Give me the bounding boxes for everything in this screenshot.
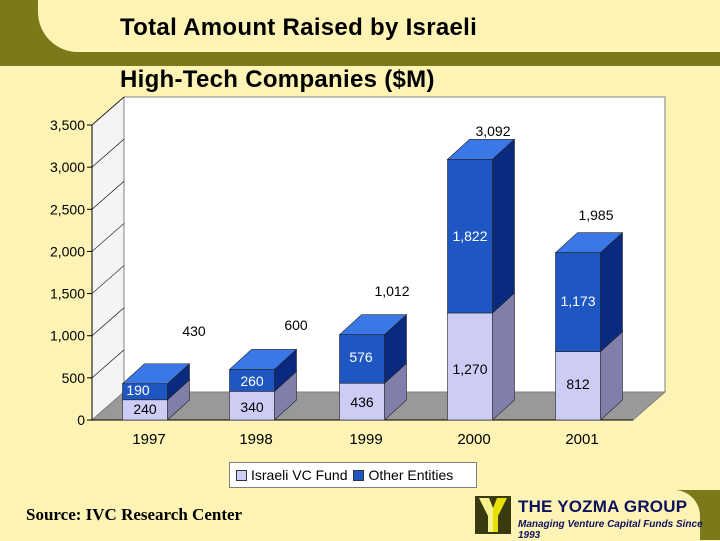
data-label-other-1998: 260 (240, 373, 264, 389)
legend: Israeli VC Fund Other Entities (229, 462, 477, 488)
legend-label-other: Other Entities (368, 467, 454, 483)
data-label-other-1999: 576 (349, 349, 373, 365)
bar-other-2001-front (555, 252, 601, 352)
y-grid-diagonal (91, 265, 125, 294)
data-label-other-2001: 1,173 (560, 293, 595, 309)
data-label-total-1999: 1,012 (374, 283, 409, 299)
bar-other-1998-front (229, 369, 275, 392)
data-label-total-2001: 1,985 (578, 207, 613, 223)
data-label-total-2000: 3,092 (475, 123, 510, 139)
legend-swatch-other (353, 469, 365, 481)
bar-other-2000-front (447, 159, 493, 314)
data-label-israeli-vc-1998: 340 (240, 399, 264, 415)
chart-title-line1: Total Amount Raised by Israeli (120, 14, 478, 41)
bar-other-1997-front (122, 383, 168, 401)
bar-other-2001-side (600, 232, 623, 353)
brand-tagline: Managing Venture Capital Funds Since 199… (518, 519, 703, 541)
bar-israeli-vc-2001-front (555, 351, 601, 421)
y-tick-label: 0 (77, 412, 85, 428)
data-label-other-2000: 1,822 (452, 228, 487, 244)
y-grid-diagonal (91, 349, 125, 379)
y-tick-label: 2,500 (50, 201, 85, 217)
x-tick-label-1999: 1999 (349, 431, 382, 448)
bar-israeli-vc-1998-front (229, 391, 275, 421)
plot-side-wall (91, 95, 125, 422)
chart-title-line2: High-Tech Companies ($M) (120, 66, 435, 93)
bar-israeli-vc-1999-front (339, 382, 385, 421)
yozma-logo-icon (475, 496, 511, 534)
y-grid-diagonal (91, 181, 125, 210)
bar-israeli-vc-2000-front (447, 312, 493, 421)
brand-name: THE YOZMA GROUP (518, 497, 688, 516)
bar-israeli-vc-2000-side (492, 292, 515, 421)
y-tick-label: 2,000 (50, 243, 85, 259)
data-label-total-1998: 600 (284, 317, 308, 333)
source-text: Source: IVC Research Center (26, 505, 243, 524)
footer-band-light (0, 490, 700, 540)
x-tick-label-2000: 2000 (457, 431, 490, 448)
legend-swatch-israeli-vc (236, 469, 247, 481)
x-tick-label-1997: 1997 (132, 431, 165, 448)
data-label-israeli-vc-2001: 812 (566, 376, 590, 392)
x-tick-label-1998: 1998 (239, 431, 272, 448)
bar-other-2000-side (492, 138, 515, 314)
bar-other-1999-front (339, 334, 385, 384)
header-band-light (38, 0, 720, 52)
data-label-israeli-vc-1999: 436 (350, 394, 374, 410)
y-grid-diagonal (91, 223, 125, 252)
x-tick-label-2001: 2001 (565, 431, 598, 448)
data-label-israeli-vc-2000: 1,270 (452, 361, 487, 377)
y-tick-label: 1,500 (50, 286, 85, 302)
y-tick-label: 500 (62, 370, 86, 386)
data-label-total-1997: 430 (182, 323, 206, 339)
data-label-other-1997: 190 (126, 382, 150, 398)
y-tick-label: 3,000 (50, 159, 85, 175)
y-grid-diagonal (91, 307, 125, 336)
y-tick-label: 3,500 (50, 117, 85, 133)
y-tick-label: 1,000 (50, 328, 85, 344)
y-grid-diagonal (91, 138, 125, 168)
legend-label-israeli-vc: Israeli VC Fund (251, 467, 348, 483)
y-grid-diagonal (91, 96, 125, 126)
data-label-israeli-vc-1997: 240 (133, 401, 157, 417)
